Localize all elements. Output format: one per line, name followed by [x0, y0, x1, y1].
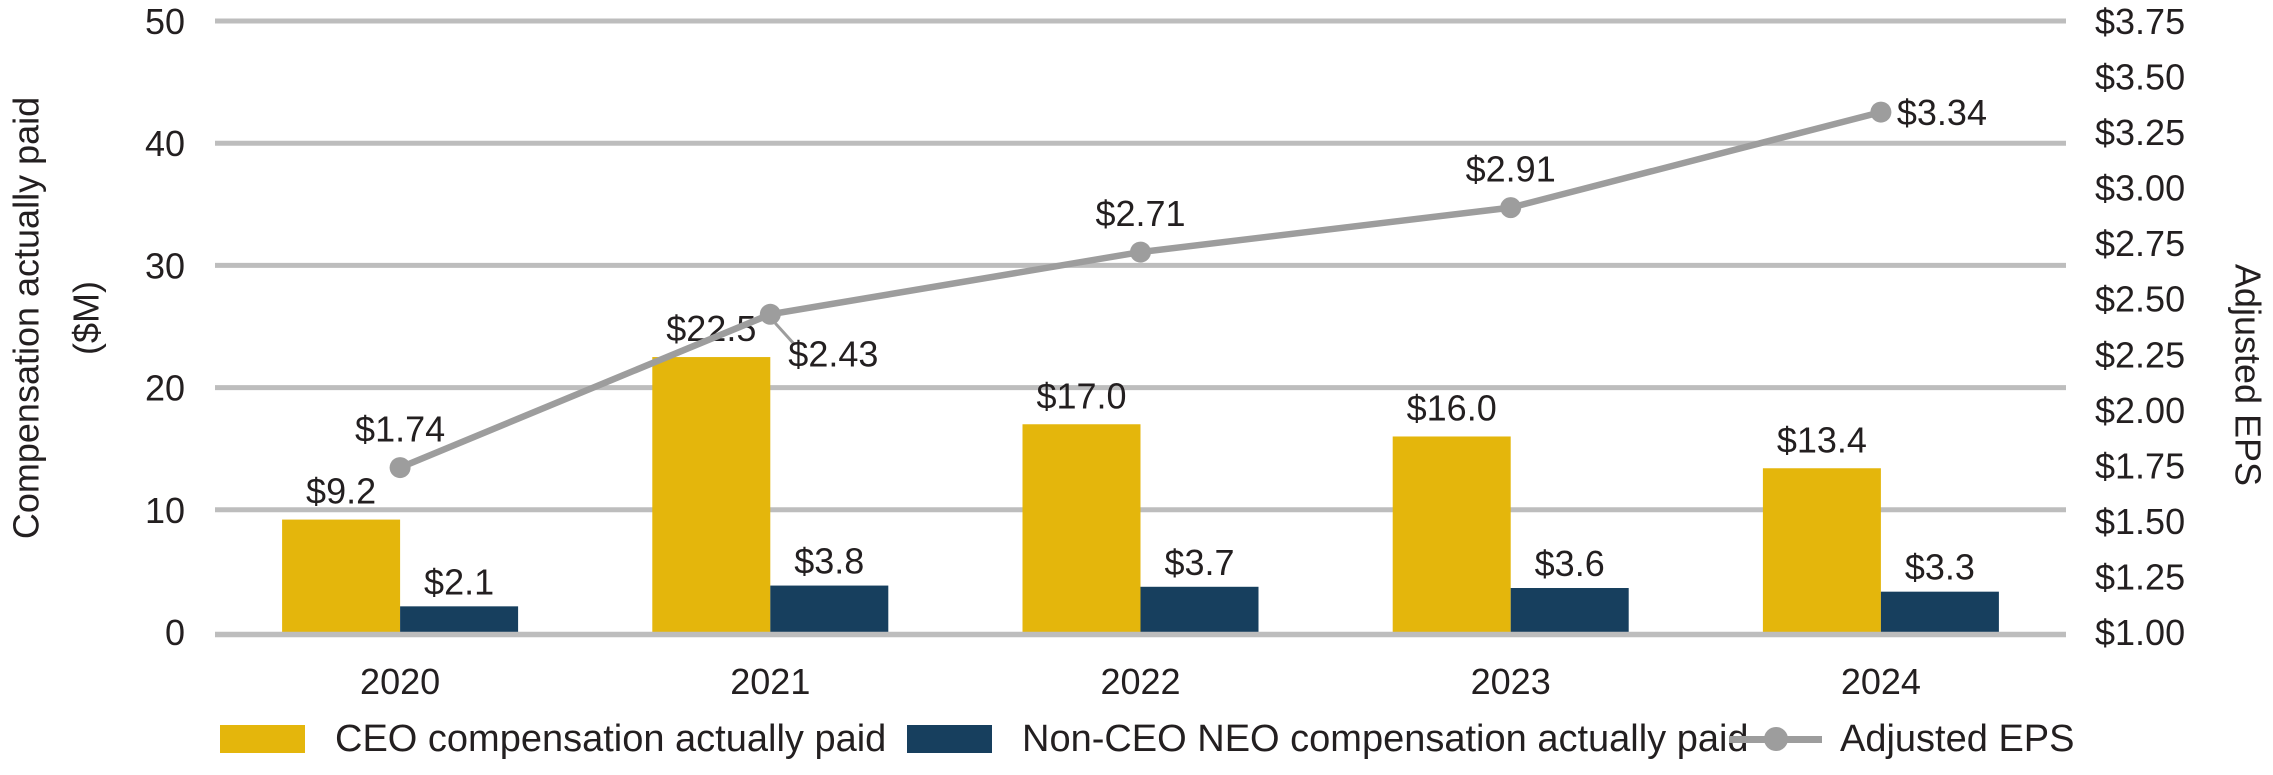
- x-tick-label-2020: 2020: [360, 661, 440, 702]
- bar-ceo-2022: [1022, 424, 1141, 633]
- y-tick-label-right: $1.00: [2095, 612, 2185, 653]
- bar-value-label-ceo-2020: $9.2: [306, 471, 376, 512]
- eps-value-label-2020: $1.74: [355, 409, 445, 450]
- bar-value-label-neo-2022: $3.7: [1164, 542, 1234, 583]
- y-tick-label-right: $1.25: [2095, 556, 2185, 597]
- bar-neo-2022: [1140, 586, 1259, 633]
- eps-value-label-2024: $3.34: [1897, 92, 1987, 133]
- bar-neo-2023: [1510, 588, 1629, 633]
- bar-value-label-ceo-2024: $13.4: [1777, 419, 1867, 460]
- bar-value-label-ceo-2022: $17.0: [1036, 375, 1126, 416]
- eps-marker-2021: [759, 303, 781, 325]
- y-tick-label-right: $1.50: [2095, 501, 2185, 542]
- x-tick-label-2024: 2024: [1841, 661, 1921, 702]
- bar-ceo-2023: [1392, 436, 1511, 633]
- eps-marker-2023: [1500, 197, 1522, 219]
- bar-ceo-2021: [652, 357, 771, 633]
- left-axis-title-unit: ($M): [66, 281, 107, 355]
- y-tick-label-right: $1.75: [2095, 445, 2185, 486]
- eps-value-label-2021: $2.43: [788, 333, 878, 374]
- bar-value-label-neo-2020: $2.1: [424, 561, 494, 602]
- y-tick-label-right: $2.25: [2095, 334, 2185, 375]
- y-tick-label-left: 40: [145, 123, 185, 164]
- eps-marker-2024: [1870, 101, 1892, 123]
- bar-neo-2020: [400, 606, 519, 633]
- eps-marker-2020: [389, 457, 411, 479]
- eps-marker-2022: [1130, 241, 1151, 263]
- y-tick-label-left: 0: [165, 612, 185, 653]
- x-tick-label-2023: 2023: [1471, 661, 1551, 702]
- bar-neo-2021: [770, 585, 889, 633]
- eps-label-leader: [774, 322, 796, 346]
- bar-value-label-neo-2023: $3.6: [1535, 543, 1605, 584]
- right-axis-title: Adjusted EPS: [2228, 264, 2269, 486]
- eps-value-label-2023: $2.91: [1466, 149, 1556, 190]
- y-tick-label-right: $2.00: [2095, 390, 2185, 431]
- bar-value-label-neo-2024: $3.3: [1905, 547, 1975, 588]
- bar-value-label-neo-2021: $3.8: [794, 541, 864, 582]
- y-tick-label-right: $3.25: [2095, 112, 2185, 153]
- y-tick-label-left: 30: [145, 245, 185, 286]
- bar-neo-2024: [1880, 591, 1999, 633]
- y-tick-label-left: 20: [145, 368, 185, 409]
- bar-value-label-ceo-2023: $16.0: [1407, 387, 1497, 428]
- y-tick-label-right: $2.50: [2095, 279, 2185, 320]
- y-tick-label-left: 10: [145, 490, 185, 531]
- x-tick-label-2022: 2022: [1100, 661, 1180, 702]
- eps-line: [398, 108, 1882, 471]
- y-tick-label-right: $3.00: [2095, 168, 2185, 209]
- y-tick-label-right: $3.75: [2095, 1, 2185, 42]
- y-tick-label-right: $2.75: [2095, 223, 2185, 264]
- eps-value-label-2022: $2.71: [1095, 193, 1185, 234]
- x-tick-label-2021: 2021: [730, 661, 810, 702]
- bar-ceo-2024: [1762, 468, 1881, 633]
- y-tick-label-right: $3.50: [2095, 57, 2185, 98]
- y-tick-label-left: 50: [145, 1, 185, 42]
- left-axis-title: Compensation actually paid: [6, 97, 47, 539]
- bar-ceo-2020: [282, 519, 401, 633]
